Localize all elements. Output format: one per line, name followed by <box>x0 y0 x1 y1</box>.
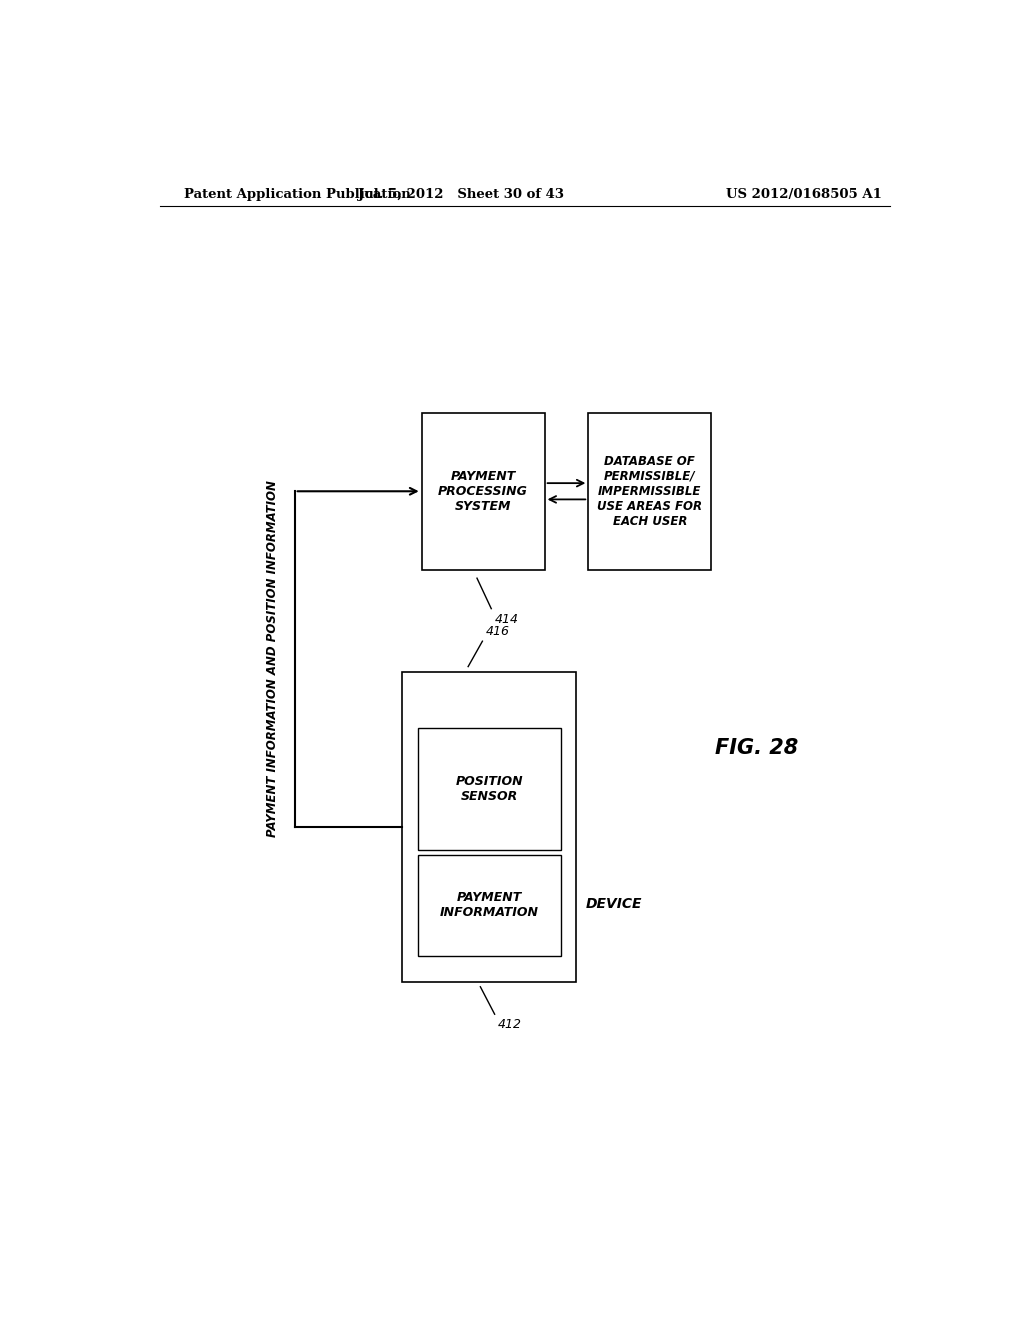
Text: PAYMENT
INFORMATION: PAYMENT INFORMATION <box>439 891 539 920</box>
Text: 414: 414 <box>495 612 518 626</box>
Text: FIG. 28: FIG. 28 <box>715 738 799 758</box>
Bar <box>418 727 560 850</box>
Bar <box>401 672 577 982</box>
Text: US 2012/0168505 A1: US 2012/0168505 A1 <box>726 189 882 202</box>
Text: 412: 412 <box>498 1018 522 1031</box>
Bar <box>418 854 560 956</box>
Text: DATABASE OF
PERMISSIBLE/
IMPERMISSIBLE
USE AREAS FOR
EACH USER: DATABASE OF PERMISSIBLE/ IMPERMISSIBLE U… <box>597 455 702 528</box>
Bar <box>588 413 712 570</box>
Text: DEVICE: DEVICE <box>586 898 642 911</box>
Text: 416: 416 <box>485 626 510 638</box>
Text: Patent Application Publication: Patent Application Publication <box>183 189 411 202</box>
Text: POSITION
SENSOR: POSITION SENSOR <box>456 775 523 803</box>
Text: PAYMENT
PROCESSING
SYSTEM: PAYMENT PROCESSING SYSTEM <box>438 470 528 512</box>
Text: PAYMENT INFORMATION AND POSITION INFORMATION: PAYMENT INFORMATION AND POSITION INFORMA… <box>266 480 279 837</box>
Text: Jul. 5, 2012   Sheet 30 of 43: Jul. 5, 2012 Sheet 30 of 43 <box>358 189 564 202</box>
Bar <box>422 413 545 570</box>
